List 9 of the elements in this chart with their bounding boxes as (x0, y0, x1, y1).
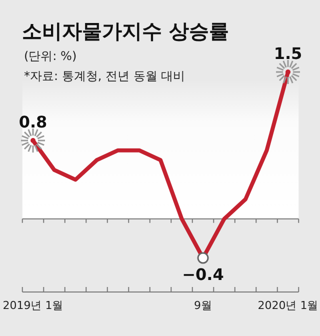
chart-subtitle: (단위: %) (24, 49, 77, 63)
x-tick-label: 2020년 1월 (258, 299, 318, 312)
x-tick-label: 2019년 1월 (2, 299, 64, 312)
data-label: 1.5 (274, 44, 302, 63)
data-label: 0.8 (18, 112, 48, 132)
data-label: −0.4 (182, 265, 224, 284)
annotation: *자료: 통계청, 전년 동월 대비 (24, 69, 186, 83)
x-tick-label: 9월 (194, 299, 212, 312)
chart-title: 소비자물가지수 상승률 (22, 19, 229, 43)
